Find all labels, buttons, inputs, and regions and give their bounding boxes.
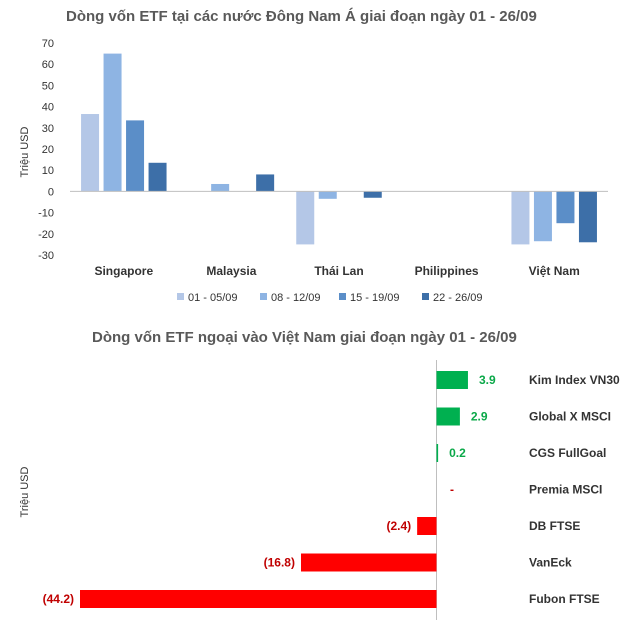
chart-1-legend-swatch	[177, 293, 184, 300]
chart-2-bar	[436, 407, 460, 426]
chart-1-category-label: Malaysia	[206, 264, 256, 278]
chart-1-bar	[533, 191, 552, 242]
chart-1-y-tick-label: 70	[42, 38, 54, 50]
chart-2-category-label: Kim Index VN30	[529, 373, 620, 387]
chart-2-data-label: -	[450, 483, 454, 497]
chart-2-bars: 3.9 Kim Index VN30 2.9 Global X MSCI 0.2 CGS …	[43, 371, 620, 608]
chart-2: Dòng vốn ETF ngoại vào Việt Nam giai đoạ…	[19, 329, 620, 620]
chart-1-y-axis-title: Triệu USD	[19, 126, 31, 177]
chart-2-bar	[436, 371, 468, 389]
chart-1-legend-label: 15 - 19/09	[350, 292, 400, 304]
chart-2-data-label: (16.8)	[264, 556, 295, 570]
chart-2-data-label: (44.2)	[43, 592, 74, 606]
chart-2-category-label: Premia MSCI	[529, 483, 602, 497]
chart-2-data-label: (2.4)	[386, 519, 411, 533]
chart-1-y-tick-label: 10	[42, 165, 54, 177]
chart-1-y-tick-label: 40	[42, 102, 54, 114]
chart-2-bar	[417, 517, 437, 535]
chart-1-bar	[578, 191, 597, 243]
chart-1-bar	[556, 191, 575, 224]
chart-1-legend-label: 08 - 12/09	[271, 292, 321, 304]
chart-1-y-ticks: 70 60 50 40 30 20 10 0 -10 -20 -30	[38, 38, 54, 262]
chart-1-category-labels: Singapore Malaysia Thái Lan Philippines Việt…	[94, 264, 579, 278]
chart-1-legend-label: 22 - 26/09	[433, 292, 483, 304]
chart-1-category-label: Thái Lan	[314, 264, 363, 278]
chart-2-title: Dòng vốn ETF ngoại vào Việt Nam giai đoạ…	[92, 329, 517, 346]
chart-1-title: Dòng vốn ETF tại các nước Đông Nam Á gia…	[66, 8, 537, 25]
chart-1-y-tick-label: 20	[42, 144, 54, 156]
chart-2-category-label: Global X MSCI	[529, 410, 611, 424]
chart-1-y-tick-label: 30	[42, 123, 54, 135]
chart-1-y-tick-label: -20	[38, 229, 54, 241]
chart-1: Dòng vốn ETF tại các nước Đông Nam Á gia…	[19, 8, 608, 304]
chart-1-bar	[81, 114, 100, 192]
chart-2-data-label: 0.2	[449, 446, 466, 460]
chart-1-bar	[363, 191, 382, 198]
chart-1-legend-swatch	[339, 293, 346, 300]
chart-1-y-tick-label: 60	[42, 59, 54, 71]
chart-1-legend-swatch	[422, 293, 429, 300]
chart-1-category-label: Singapore	[94, 264, 153, 278]
chart-1-bars	[81, 53, 597, 245]
chart-1-legend-label: 01 - 05/09	[188, 292, 238, 304]
chart-2-category-label: CGS FullGoal	[529, 446, 606, 460]
chart-1-bar	[318, 191, 337, 199]
chart-2-bar	[300, 553, 437, 572]
chart-2-bar	[436, 444, 439, 462]
chart-1-bar	[256, 174, 275, 192]
chart-2-bar	[80, 590, 437, 608]
chart-2-data-label: 2.9	[471, 410, 488, 424]
chart-1-y-tick-label: -10	[38, 208, 54, 220]
chart-1-bar	[296, 191, 315, 245]
chart-1-bar	[211, 183, 230, 192]
chart-2-y-axis-title: Triệu USD	[19, 466, 31, 517]
chart-1-category-label: Philippines	[415, 264, 479, 278]
chart-1-category-label: Việt Nam	[529, 264, 580, 278]
chart-1-bar	[126, 120, 145, 192]
chart-1-y-tick-label: -30	[38, 250, 54, 262]
chart-1-legend-swatch	[260, 293, 267, 300]
chart-1-legend: 01 - 05/09 08 - 12/09 15 - 19/09 22 - 26/09	[177, 292, 483, 304]
chart-1-bar	[103, 53, 122, 192]
chart-1-bar	[511, 191, 530, 245]
chart-2-category-label: VanEck	[529, 556, 572, 570]
chart-1-y-tick-label: 50	[42, 80, 54, 92]
chart-1-y-tick-label: 0	[48, 186, 54, 198]
chart-2-data-label: 3.9	[479, 373, 496, 387]
chart-2-category-label: DB FTSE	[529, 519, 580, 533]
chart-2-category-label: Fubon FTSE	[529, 592, 600, 606]
chart-1-bar	[148, 162, 167, 192]
